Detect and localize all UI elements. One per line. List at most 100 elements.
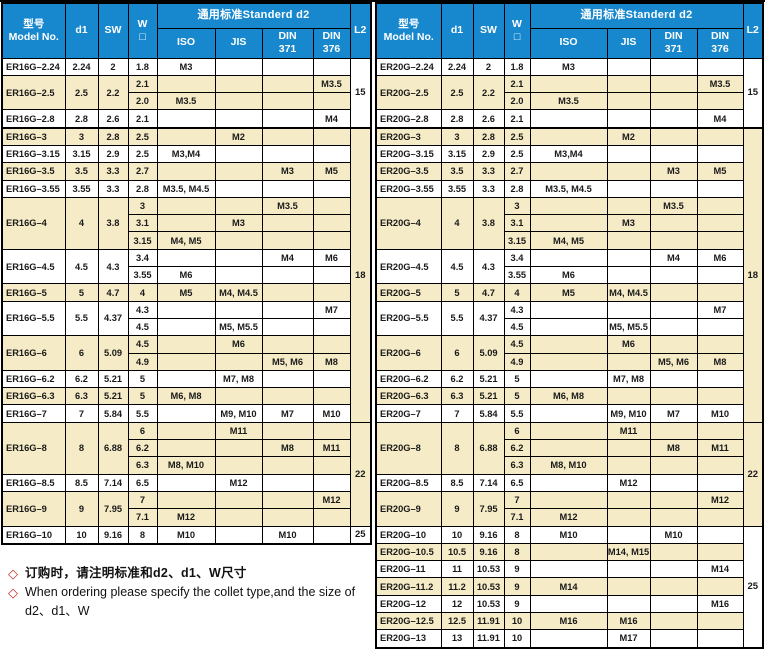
din371-cell: M4	[649, 248, 698, 268]
d1-cell: 7	[440, 404, 474, 423]
din376-cell: M4	[696, 109, 744, 129]
model-cell: ER20G–10	[375, 525, 442, 544]
iso-cell	[156, 473, 216, 492]
din376-cell	[696, 196, 744, 216]
jis-cell: M7, M8	[606, 369, 651, 389]
model-cell: ER20G–8.5	[375, 473, 442, 492]
iso-cell: M6, M8	[529, 387, 608, 406]
d1-cell: 3	[440, 126, 474, 146]
din371-cell: M3	[649, 162, 698, 181]
jis-cell	[606, 508, 651, 527]
din376-cell: M6	[312, 248, 351, 268]
din376-cell: M5	[696, 162, 744, 181]
din376-cell	[696, 577, 744, 596]
sw-cell: 3.8	[472, 196, 505, 250]
table-row: ER20G–6.2 6.2 5.21 5 M7, M8	[375, 369, 763, 389]
table-row: 6.3 M8, M10	[2, 456, 371, 475]
din376-cell	[312, 421, 351, 441]
sw-cell: 2	[97, 57, 129, 76]
din371-cell	[261, 490, 314, 510]
col-header-model: 型号 Model No.	[1, 2, 66, 59]
iso-cell: M6, M8	[156, 387, 216, 406]
jis-cell	[214, 525, 263, 545]
jis-cell	[214, 109, 263, 129]
l2-cell: 15	[349, 57, 372, 129]
iso-cell: M16	[529, 611, 608, 631]
jis-cell	[214, 231, 263, 250]
din376-cell	[696, 231, 744, 250]
w-cell: 3.4	[127, 248, 158, 268]
sw-cell: 3.3	[472, 179, 505, 198]
table-row: ER16G–10 10 9.16 8 M10 M10 25	[1, 525, 372, 545]
er16g-spec-table: 型号 Model No. d1 SW W □ 通用标准Standerd d2 L2 ISO J…	[1, 2, 373, 545]
din376-cell: M12	[696, 490, 744, 510]
w-cell: 4.5	[503, 317, 531, 337]
w-cell: 8	[503, 542, 531, 562]
jis-cell	[214, 300, 263, 319]
d1-cell: 8.5	[64, 473, 99, 492]
model-cell: ER16G–6	[1, 335, 66, 371]
sw-cell: 5.21	[97, 387, 129, 406]
table-row: 3.1 M3	[2, 214, 371, 233]
sw-cell: 4.3	[472, 248, 505, 285]
model-cell: ER16G–2.24	[1, 57, 66, 76]
table-row: ER20G–3 3 2.8 2.5 M2 18	[375, 126, 764, 423]
din371-cell	[261, 317, 314, 337]
jis-cell: M3	[214, 214, 263, 233]
model-cell: ER16G–3.5	[1, 162, 66, 181]
din371-cell	[649, 560, 698, 579]
jis-cell	[606, 109, 651, 129]
sw-cell: 2.8	[97, 126, 129, 146]
jis-cell	[606, 594, 651, 614]
sw-cell: 2	[472, 57, 505, 76]
model-cell: ER20G–6.2	[375, 369, 442, 389]
iso-cell: M3	[156, 57, 216, 76]
din371-cell	[261, 387, 314, 406]
table-row: ER16G–6 6 5.09 4.5 M6	[1, 335, 371, 371]
iso-cell	[529, 490, 608, 510]
model-cell: ER16G–10	[1, 525, 66, 545]
table-row: ER16G–4.5 4.5 4.3 3.4 M4 M6	[1, 248, 371, 285]
model-cell: ER20G–12.5	[375, 611, 442, 631]
din371-cell	[261, 144, 314, 164]
jis-cell: M17	[606, 629, 651, 649]
din371-cell	[649, 126, 698, 146]
table-row: ER16G–5 5 4.7 4 M5 M4, M4.5	[1, 283, 371, 302]
d1-cell: 8.5	[440, 473, 474, 492]
d1-cell: 11	[440, 560, 474, 579]
iso-cell	[529, 214, 608, 233]
w-cell: 4	[503, 283, 531, 302]
din376-cell: M3.5	[696, 74, 744, 94]
din376-cell	[312, 335, 351, 354]
din371-cell	[261, 508, 314, 527]
din376-cell	[312, 92, 351, 111]
table-row: ER20G–5.5 5.5 4.37 4.3 M7	[375, 300, 763, 337]
sw-cell: 10.53	[472, 594, 505, 614]
table-row: ER20G–10.5 10.5 9.16 8 M14, M15	[375, 542, 763, 562]
w-cell: 7.1	[127, 508, 158, 527]
din371-cell	[261, 300, 314, 319]
jis-cell	[214, 508, 263, 527]
model-cell: ER20G–4.5	[375, 248, 442, 285]
table-row: ER20G–3.5 3.5 3.3 2.7 M3 M5	[375, 162, 763, 181]
w-cell: 2.0	[127, 92, 158, 111]
table-row: ER16G–3 3 2.8 2.5 M2 18	[1, 126, 372, 423]
sw-cell: 4.37	[472, 300, 505, 337]
model-cell: ER20G–3	[375, 126, 442, 146]
jis-cell	[214, 266, 263, 285]
iso-cell: M10	[529, 525, 608, 544]
jis-cell	[606, 92, 651, 111]
note-line-cn: ◇ 订购时，请注明标准和d2、d1、W尺寸	[8, 564, 370, 583]
note-text-en: When ordering please specify the collet …	[25, 584, 356, 618]
din371-cell: M8	[649, 439, 698, 458]
din371-cell: M3.5	[261, 196, 314, 216]
w-cell: 10	[503, 629, 531, 649]
d1-cell: 3	[64, 126, 99, 146]
model-cell: ER20G–13	[375, 629, 442, 649]
din376-cell	[312, 126, 351, 146]
er20g-spec-table: 型号 Model No. d1 SW W □ 通用标准Standerd d2 L2 ISO J…	[375, 2, 765, 649]
jis-cell: M14, M15	[606, 542, 651, 562]
table-row: 6.2 M8 M11	[376, 439, 763, 458]
col-header-jis: JIS	[214, 27, 263, 59]
iso-cell	[529, 439, 608, 458]
